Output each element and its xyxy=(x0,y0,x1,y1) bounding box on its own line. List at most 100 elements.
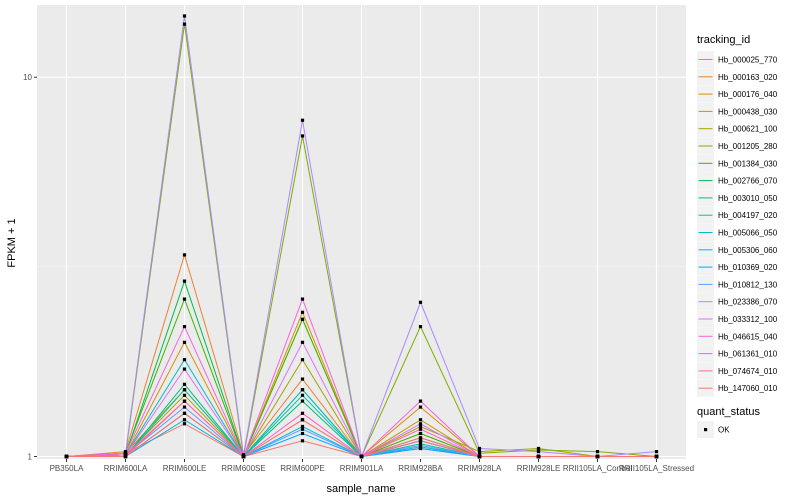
legend-item: Hb_002766_070 xyxy=(697,172,778,190)
legend-label: Hb_000025_770 xyxy=(718,56,778,65)
x-tick-label: RRIM600SE xyxy=(221,464,265,473)
data-point xyxy=(654,454,659,459)
data-point xyxy=(182,253,187,257)
x-axis: PB350LA RRIM600LA RRIM600LE RRIM600SE RRIM60… xyxy=(50,459,694,473)
legend-label: Hb_033312_100 xyxy=(718,315,778,324)
x-tick-label: RRIM600PE xyxy=(280,464,324,473)
legend-title: tracking_id xyxy=(697,34,750,46)
legend-item: Hb_005066_050 xyxy=(697,224,778,241)
data-point xyxy=(64,454,69,459)
legend-label: Hb_003010_050 xyxy=(718,194,778,203)
data-point xyxy=(123,451,128,455)
data-point xyxy=(654,450,659,454)
data-point xyxy=(595,454,600,459)
y-tick-label: 1 xyxy=(28,453,33,462)
data-point xyxy=(300,118,305,122)
legend-item: Hb_001384_030 xyxy=(697,154,778,172)
x-tick-label: RRIM600LE xyxy=(163,464,207,473)
data-point xyxy=(182,388,187,392)
data-point xyxy=(182,393,187,397)
shape-legend-title: quant_status xyxy=(697,406,760,418)
data-point xyxy=(477,450,482,454)
shape-legend-item: OK xyxy=(697,421,730,438)
data-point xyxy=(182,340,187,344)
data-point xyxy=(418,300,423,304)
data-point xyxy=(418,422,423,426)
legend-item: Hb_061361_010 xyxy=(697,345,778,363)
legend-label: Hb_061361_010 xyxy=(718,350,778,359)
data-point xyxy=(300,393,305,397)
legend-label: Hb_000163_020 xyxy=(718,73,778,82)
data-point xyxy=(300,424,305,429)
shape-legend-key-square xyxy=(704,428,708,432)
data-point xyxy=(536,450,541,454)
data-point xyxy=(182,418,187,422)
data-point xyxy=(241,453,246,457)
data-point xyxy=(418,418,423,422)
legend-item: Hb_000025_770 xyxy=(697,51,778,68)
legend-label: Hb_002766_070 xyxy=(718,177,778,186)
x-tick-label: RRII105LA_Stressed xyxy=(619,464,694,473)
data-point xyxy=(418,431,423,436)
legend-label: Hb_005306_060 xyxy=(718,246,778,255)
data-point xyxy=(418,325,423,329)
legend-label: Hb_010369_020 xyxy=(718,263,778,272)
legend-item: Hb_033312_100 xyxy=(697,310,778,328)
data-point xyxy=(182,399,187,403)
legend-label: Hb_046615_040 xyxy=(718,332,778,341)
data-point xyxy=(182,422,187,426)
legend-label: Hb_010812_130 xyxy=(718,280,778,289)
data-point xyxy=(300,310,305,314)
data-point xyxy=(477,446,482,451)
data-point xyxy=(182,279,187,283)
legend-item: Hb_074674_010 xyxy=(697,362,778,380)
data-point xyxy=(182,367,187,371)
data-point xyxy=(300,317,305,321)
x-tick-label: RRIM928LE xyxy=(517,464,561,473)
y-tick-label: 10 xyxy=(23,73,32,82)
data-point xyxy=(359,454,364,459)
data-point xyxy=(123,453,128,457)
data-point xyxy=(300,411,305,415)
data-point xyxy=(123,450,128,454)
legend-label: Hb_005066_050 xyxy=(718,229,778,238)
legend-item: Hb_000163_020 xyxy=(697,68,778,86)
shape-legend-label: OK xyxy=(718,426,730,435)
x-tick-label: RRIM928BA xyxy=(398,464,443,473)
legend-item: Hb_001205_280 xyxy=(697,137,778,155)
legend-item: Hb_010812_130 xyxy=(697,275,778,293)
legend-item: Hb_023386_070 xyxy=(697,293,778,311)
data-point xyxy=(300,431,305,436)
data-point xyxy=(418,446,423,451)
x-tick-label: RRIM600LA xyxy=(104,464,148,473)
data-point xyxy=(182,382,187,386)
legend-item: Hb_000176_040 xyxy=(697,85,778,103)
data-point xyxy=(300,134,305,138)
data-point xyxy=(123,454,128,459)
data-point xyxy=(418,443,423,447)
series-points xyxy=(64,14,659,459)
legend-label: Hb_001384_030 xyxy=(718,159,778,168)
data-point xyxy=(300,399,305,403)
data-point xyxy=(595,450,600,454)
data-point xyxy=(300,388,305,392)
legend-item: Hb_003010_050 xyxy=(697,189,778,207)
data-point xyxy=(418,399,423,403)
y-axis-title: FPKM + 1 xyxy=(6,218,18,267)
data-point xyxy=(182,22,187,26)
data-point xyxy=(182,297,187,301)
legend-label: Hb_000176_040 xyxy=(718,90,778,99)
data-point xyxy=(300,297,305,301)
data-point xyxy=(182,325,187,329)
data-point xyxy=(241,454,246,459)
data-point xyxy=(300,340,305,344)
legend-item: Hb_000621_100 xyxy=(697,120,778,138)
legend-item: Hb_005306_060 xyxy=(697,241,778,259)
color-legend: tracking_id Hb_000025_770 Hb_000163_020 Hb… xyxy=(697,34,778,397)
data-point xyxy=(300,418,305,422)
data-point xyxy=(418,405,423,409)
data-point xyxy=(182,405,187,409)
legend-label: Hb_000621_100 xyxy=(718,125,778,134)
legend-item: Hb_004197_020 xyxy=(697,206,778,224)
x-tick-label: RRIM901LA xyxy=(340,464,384,473)
